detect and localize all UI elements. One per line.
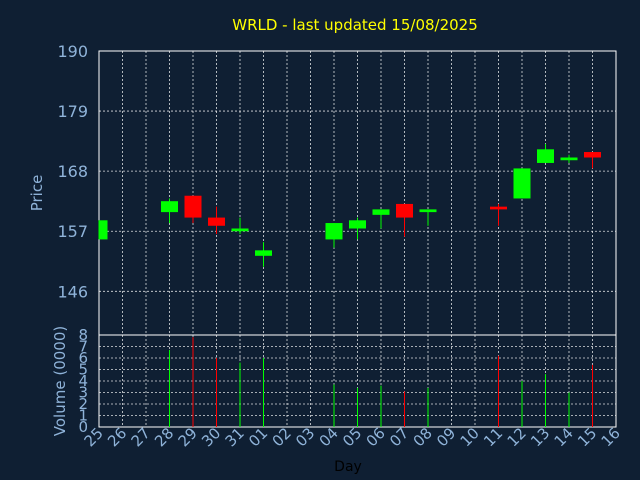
day-tick-label: 05 bbox=[339, 424, 365, 450]
candles bbox=[98, 143, 601, 267]
volume-tick-label: 8 bbox=[78, 326, 88, 344]
candle-body bbox=[419, 209, 437, 213]
candle-body bbox=[396, 203, 413, 218]
price-tick-label: 168 bbox=[57, 162, 88, 181]
chart-title: WRLD - last updated 15/08/2025 bbox=[232, 16, 478, 34]
day-tick-label: 03 bbox=[292, 424, 318, 450]
candle-body bbox=[349, 220, 366, 229]
candle-body bbox=[560, 157, 578, 161]
volume-tick-label: 5 bbox=[78, 361, 88, 379]
volume-tick-label: 2 bbox=[78, 395, 88, 413]
day-tick-label: 11 bbox=[480, 424, 506, 450]
candle-body bbox=[490, 206, 507, 210]
day-tick-label: 04 bbox=[316, 424, 342, 450]
day-tick-label: 29 bbox=[175, 424, 201, 450]
candle-body bbox=[161, 201, 178, 213]
price-grid bbox=[99, 51, 616, 335]
candle-body bbox=[184, 195, 202, 218]
candle-body bbox=[537, 149, 554, 163]
price-tick-label: 179 bbox=[57, 102, 88, 121]
day-tick-label: 09 bbox=[433, 424, 459, 450]
candle-body bbox=[325, 223, 343, 240]
x-axis-label: Day bbox=[334, 459, 362, 475]
day-tick-label: 31 bbox=[222, 424, 248, 450]
day-tick-label: 14 bbox=[551, 424, 577, 450]
day-tick-label: 27 bbox=[128, 424, 154, 450]
day-tick-label: 08 bbox=[410, 424, 436, 450]
price-tick-label: 190 bbox=[57, 42, 88, 61]
volume-tick-label: 4 bbox=[78, 372, 88, 390]
price-tick-label: 146 bbox=[57, 282, 88, 301]
candle-body bbox=[584, 152, 601, 158]
price-tick-label: 157 bbox=[57, 222, 88, 241]
day-tick-label: 02 bbox=[269, 424, 295, 450]
volume-tick-label: 3 bbox=[78, 384, 88, 402]
price-axis-label: Price bbox=[28, 175, 46, 212]
price-axis-ticks: 146 157 168 179 190 bbox=[57, 42, 88, 301]
volume-axis-label: Volume (0000) bbox=[51, 326, 69, 436]
day-tick-label: 28 bbox=[151, 424, 177, 450]
volume-tick-label: 1 bbox=[78, 407, 88, 425]
day-tick-label: 01 bbox=[245, 424, 271, 450]
day-tick-label: 16 bbox=[598, 424, 624, 450]
volume-bars bbox=[169, 337, 593, 427]
day-tick-label: 15 bbox=[574, 424, 600, 450]
day-tick-label: 13 bbox=[527, 424, 553, 450]
day-tick-label: 30 bbox=[198, 424, 224, 450]
day-tick-label: 12 bbox=[504, 424, 530, 450]
volume-tick-label: 6 bbox=[78, 349, 88, 367]
candle-body bbox=[99, 220, 108, 240]
candle-body bbox=[208, 217, 225, 226]
day-tick-label: 06 bbox=[363, 424, 389, 450]
day-tick-label: 10 bbox=[457, 424, 483, 450]
candle-body bbox=[255, 250, 272, 256]
day-tick-label: 07 bbox=[386, 424, 412, 450]
candle-body bbox=[231, 228, 249, 232]
day-axis-ticks: 2526272829303101020304050607080910111213… bbox=[81, 424, 624, 450]
volume-tick-label: 7 bbox=[78, 338, 88, 356]
day-tick-label: 26 bbox=[104, 424, 130, 450]
candle-body bbox=[372, 209, 390, 215]
volume-tick-label: 0 bbox=[78, 418, 88, 436]
candle-body bbox=[513, 168, 531, 199]
